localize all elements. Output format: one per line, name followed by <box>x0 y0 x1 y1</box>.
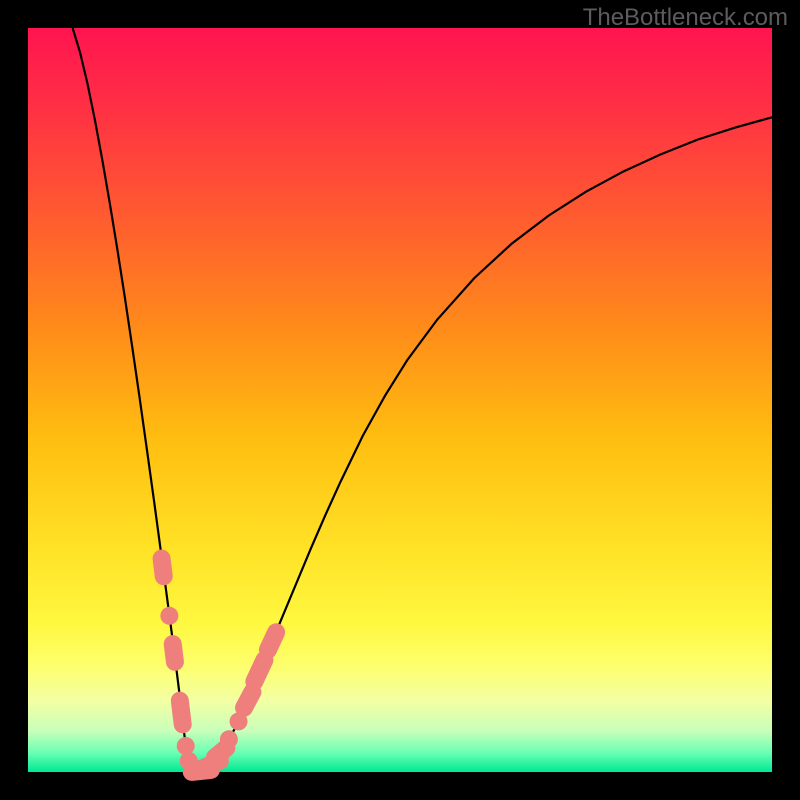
plot-area <box>28 28 772 772</box>
curve-marker <box>180 701 183 725</box>
curve-marker <box>215 748 226 758</box>
watermark-text: TheBottleneck.com <box>583 4 788 32</box>
curve-marker <box>177 737 195 755</box>
curve-marker <box>220 730 238 748</box>
bottleneck-curve-layer <box>28 28 772 772</box>
curve-marker <box>162 559 164 577</box>
chart-frame: TheBottleneck.com <box>0 0 800 800</box>
curve-marker <box>244 692 252 708</box>
curve-marker <box>160 607 178 625</box>
curve-marker <box>254 660 264 682</box>
curve-marker <box>268 632 276 650</box>
curve-marker <box>173 644 175 662</box>
